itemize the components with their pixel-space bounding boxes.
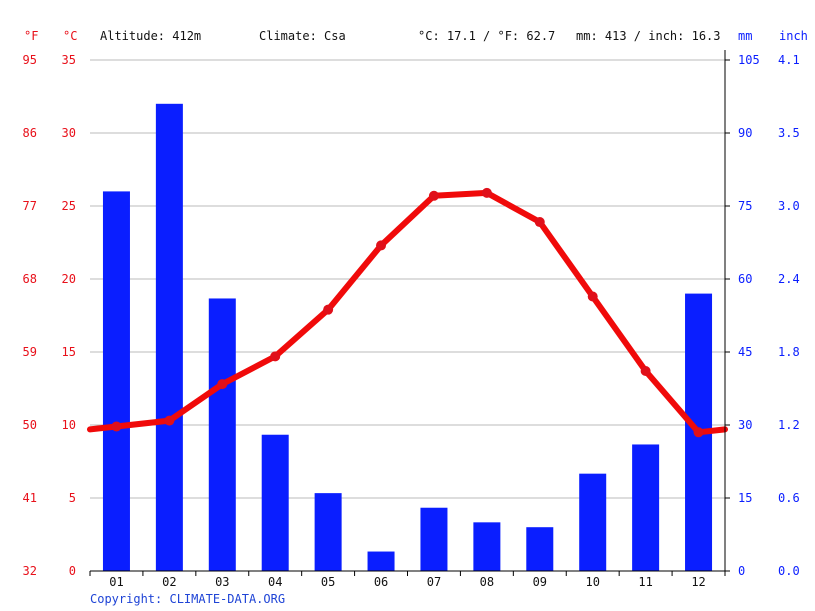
mm-tick-label: 60 [738, 272, 752, 286]
precipitation-bar-02 [155, 103, 183, 572]
inch-unit-label: inch [779, 29, 808, 43]
fahrenheit-tick-label: 86 [23, 126, 37, 140]
precipitation-total-label: mm: 413 / inch: 16.3 [576, 29, 721, 43]
month-tick-label: 05 [321, 575, 335, 589]
temperature-point-10 [587, 291, 598, 302]
mm-unit-label: mm [738, 29, 752, 43]
temperature-point-01 [111, 421, 122, 432]
month-tick-label: 06 [374, 575, 388, 589]
month-tick-label: 08 [480, 575, 494, 589]
temperature-point-07 [428, 190, 439, 201]
temperature-point-04 [270, 351, 281, 362]
gridlines [90, 59, 725, 499]
precipitation-bar-07 [420, 507, 448, 571]
fahrenheit-unit-label: °F [24, 29, 38, 43]
temperature-point-08 [481, 187, 492, 198]
celsius-tick-label: 10 [62, 418, 76, 432]
inch-tick-label: 1.2 [778, 418, 800, 432]
temperature-point-09 [534, 217, 545, 228]
fahrenheit-tick-label: 50 [23, 418, 37, 432]
celsius-tick-label: 5 [69, 491, 76, 505]
precipitation-bar-03 [208, 298, 236, 571]
inch-tick-label: 1.8 [778, 345, 800, 359]
copyright-label: Copyright: CLIMATE-DATA.ORG [90, 592, 285, 606]
celsius-tick-label: 20 [62, 272, 76, 286]
month-tick-label: 07 [427, 575, 441, 589]
month-tick-label: 11 [638, 575, 652, 589]
month-tick-label: 02 [162, 575, 176, 589]
temperature-point-02 [164, 415, 175, 426]
temperature-line [87, 187, 728, 438]
inch-tick-label: 2.4 [778, 272, 800, 286]
precipitation-bar-11 [632, 444, 660, 571]
celsius-unit-label: °C [63, 29, 77, 43]
fahrenheit-tick-label: 32 [23, 564, 37, 578]
month-tick-label: 03 [215, 575, 229, 589]
mm-tick-label: 0 [738, 564, 745, 578]
mm-tick-label: 15 [738, 491, 752, 505]
temperature-point-11 [640, 365, 651, 376]
inch-tick-label: 3.0 [778, 199, 800, 213]
temperature-point-03 [217, 379, 228, 390]
mm-tick-label: 90 [738, 126, 752, 140]
temperature-point-12 [693, 427, 704, 438]
precipitation-bar-05 [314, 493, 342, 571]
month-tick-label: 12 [691, 575, 705, 589]
temperature-line-path [87, 189, 728, 436]
month-tick-label: 09 [533, 575, 547, 589]
month-tick-label: 04 [268, 575, 282, 589]
temperature-point-06 [376, 240, 387, 251]
climate-label: Climate: Csa [259, 29, 346, 43]
celsius-tick-label: 0 [69, 564, 76, 578]
altitude-label: Altitude: 412m [100, 29, 201, 43]
month-tick-label: 10 [585, 575, 599, 589]
precipitation-bar-01 [102, 191, 130, 571]
precipitation-bar-09 [526, 527, 554, 571]
mm-tick-label: 45 [738, 345, 752, 359]
month-tick-label: 01 [109, 575, 123, 589]
precipitation-bar-08 [473, 522, 501, 571]
inch-tick-label: 0.6 [778, 491, 800, 505]
inch-tick-label: 4.1 [778, 53, 800, 67]
precipitation-bar-04 [261, 434, 289, 571]
celsius-tick-label: 35 [62, 53, 76, 67]
precipitation-bar-06 [367, 551, 395, 571]
temperature-point-05 [323, 304, 334, 315]
fahrenheit-tick-label: 59 [23, 345, 37, 359]
mm-tick-label: 75 [738, 199, 752, 213]
fahrenheit-tick-label: 41 [23, 491, 37, 505]
fahrenheit-tick-label: 95 [23, 53, 37, 67]
mm-tick-label: 105 [738, 53, 760, 67]
tick-labels: 95 35 105 4.186 30 90 3.577 25 75 3.068 20 60 2.459 1… [23, 53, 800, 589]
inch-tick-label: 3.5 [778, 126, 800, 140]
inch-tick-label: 0.0 [778, 564, 800, 578]
celsius-tick-label: 15 [62, 345, 76, 359]
celsius-tick-label: 30 [62, 126, 76, 140]
celsius-tick-label: 25 [62, 199, 76, 213]
fahrenheit-tick-label: 77 [23, 199, 37, 213]
fahrenheit-tick-label: 68 [23, 272, 37, 286]
precipitation-bar-10 [579, 473, 607, 571]
average-temperature-label: °C: 17.1 / °F: 62.7 [418, 29, 555, 43]
precipitation-bars [102, 103, 713, 572]
axes [89, 50, 730, 576]
mm-tick-label: 30 [738, 418, 752, 432]
